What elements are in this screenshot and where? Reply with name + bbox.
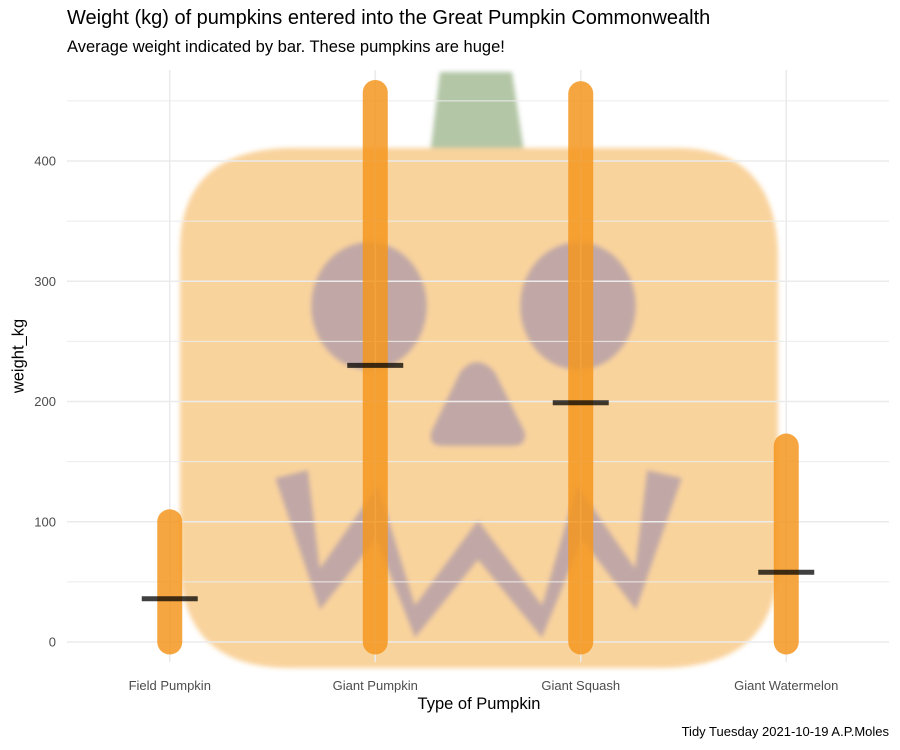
marks-layer xyxy=(141,79,815,655)
x-tick-label: Giant Pumpkin xyxy=(333,678,418,693)
chart-title: Weight (kg) of pumpkins entered into the… xyxy=(67,7,711,29)
axis-layer: 0 100 200 300 400 Field Pumpkin Giant Pumpkin G… xyxy=(34,154,838,694)
y-tick-label: 100 xyxy=(34,514,56,529)
x-tick-label: Field Pumpkin xyxy=(129,678,211,693)
nose xyxy=(430,362,526,446)
y-axis-label: weight_kg xyxy=(9,318,28,394)
y-tick-label: 400 xyxy=(34,154,56,169)
x-axis-label: Type of Pumpkin xyxy=(417,695,541,713)
y-tick-label: 300 xyxy=(34,274,56,289)
stem-shape xyxy=(428,72,527,172)
x-tick-label: Giant Watermelon xyxy=(734,678,838,693)
caption: Tidy Tuesday 2021-10-19 A.P.Moles xyxy=(681,724,889,739)
chart-subtitle: Average weight indicated by bar. These p… xyxy=(67,38,505,56)
x-tick-label: Giant Squash xyxy=(541,678,620,693)
y-tick-label: 0 xyxy=(49,635,56,650)
y-tick-label: 200 xyxy=(34,394,56,409)
